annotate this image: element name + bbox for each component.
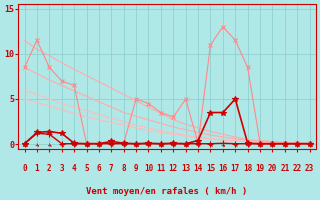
X-axis label: Vent moyen/en rafales ( km/h ): Vent moyen/en rafales ( km/h ) (86, 187, 248, 196)
